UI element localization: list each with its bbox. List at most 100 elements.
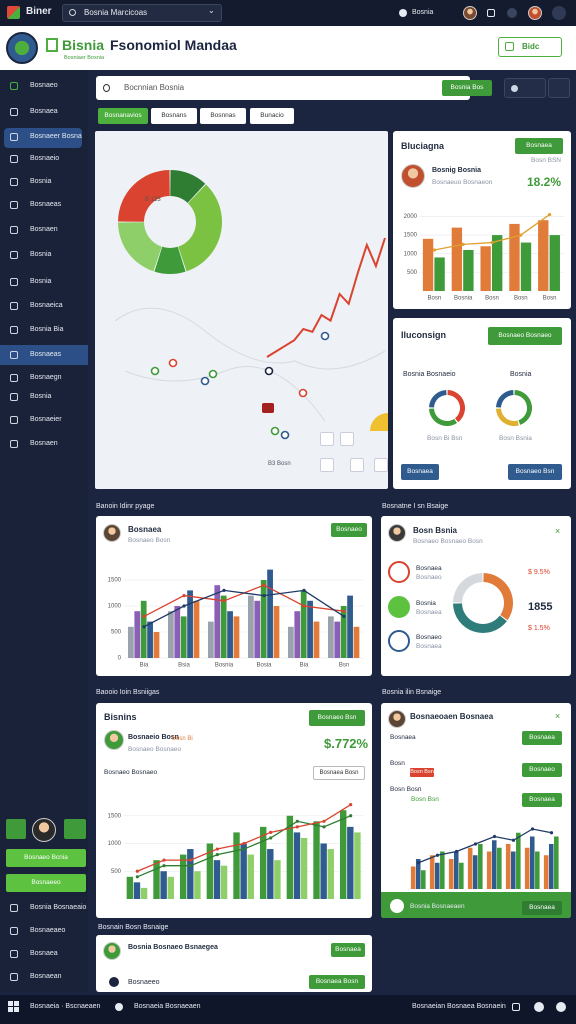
header-btn-label[interactable]: Bidc [522, 42, 540, 51]
avatar [32, 818, 56, 842]
card-title: Iluconsign [401, 330, 446, 340]
card-link: Bosn BSN [531, 157, 561, 164]
line-point [182, 604, 186, 608]
card-title: Bosn Bsnia [413, 526, 458, 535]
avatar [401, 164, 425, 188]
nav-item: Bosnia [30, 251, 52, 258]
line-point [511, 838, 516, 842]
bar [208, 621, 214, 658]
y-tick-label: 1000 [108, 841, 122, 847]
map-tool-btn[interactable] [320, 432, 334, 446]
card-btn[interactable]: Bosnaeo Bsn [508, 464, 562, 480]
y-tick-label: 1500 [108, 578, 122, 584]
row-label: Bosn [390, 760, 405, 767]
x-tick-label: Bosia [256, 663, 272, 669]
card-btn[interactable]: Bosnaea [522, 793, 562, 807]
side-btn[interactable] [64, 819, 86, 839]
card-btn[interactable]: Bosnaeo [522, 763, 562, 777]
card-title: Bosnaea [128, 525, 162, 534]
tab[interactable]: Bosnanavios [98, 108, 148, 124]
card-title: Bosnaeoaen Bosnaea [410, 712, 494, 721]
map-tool-btn[interactable] [320, 458, 334, 472]
x-tick-label: Bosn [543, 296, 557, 302]
card-title: Bisnins [104, 712, 137, 722]
search-input[interactable] [62, 4, 222, 22]
settings-btn[interactable] [548, 78, 570, 98]
chart [114, 237, 388, 440]
avatar [388, 710, 406, 728]
side-action-btn[interactable]: Bosnaeeo [6, 874, 86, 892]
line-point [519, 233, 523, 237]
search-btn[interactable]: Bosnia Bos [442, 80, 492, 96]
x-tick-label: Bosn [514, 296, 528, 302]
card-btn[interactable]: Bosnaea [331, 943, 365, 957]
header-btn[interactable] [498, 37, 562, 57]
line-point [269, 830, 273, 834]
tab[interactable]: Bosnans [151, 108, 197, 124]
tab[interactable]: Bunacio [250, 108, 294, 124]
header-logo [6, 32, 38, 64]
card [381, 516, 571, 676]
bar [180, 854, 187, 899]
nav-item: Bosnia Bosnaeaio [30, 904, 87, 911]
card-btn[interactable]: Bosnaeo Bsn [309, 710, 365, 726]
map-tool-btn[interactable] [350, 458, 364, 472]
side-action-btn[interactable]: Bosnaeo Bcnia [6, 849, 86, 867]
bar [300, 837, 308, 899]
line-point [302, 588, 306, 592]
bar [126, 876, 134, 899]
chart-label: Bosnaeo Bosnaeo [104, 769, 158, 776]
card-btn[interactable]: Bosnaea [515, 138, 563, 154]
bar [491, 840, 497, 889]
bar [288, 626, 294, 658]
card-btn[interactable]: Bosnaea [522, 731, 562, 745]
bar [240, 843, 247, 899]
bar [448, 859, 454, 889]
donut-segment [429, 408, 457, 426]
bar [160, 871, 167, 899]
section-title: Baooio Ioin Bsniigas [96, 689, 160, 696]
bar [327, 849, 334, 899]
line-point [262, 594, 266, 598]
line-point [549, 831, 554, 835]
header-btn-icon[interactable] [505, 42, 514, 51]
bar [220, 865, 228, 899]
bar [347, 595, 353, 658]
side-btn[interactable] [6, 819, 26, 839]
line-point [142, 625, 146, 629]
line-point [215, 853, 219, 857]
search-input[interactable] [96, 76, 470, 100]
line-point [262, 583, 266, 587]
tab[interactable]: Bosnnas [200, 108, 246, 124]
map-tool-btn[interactable] [374, 458, 388, 472]
map-tool-btn[interactable] [340, 432, 354, 446]
y-tick-label: 1500 [404, 233, 418, 239]
bar [453, 851, 459, 889]
nav-item: Bosnaeas [30, 201, 62, 208]
map-pin [168, 358, 178, 368]
card-btn[interactable]: Bosnaea [522, 901, 562, 915]
card-btn[interactable]: Bosnaeo Bosnaeo [488, 327, 562, 345]
y-tick-label: 500 [111, 630, 122, 636]
card-btn[interactable]: Bosnaea [401, 464, 439, 480]
line-point [349, 803, 353, 807]
kpi-value: $ 9.5% [528, 569, 550, 576]
avatar [463, 6, 477, 20]
card-btn[interactable]: Bosnaeo [331, 523, 367, 537]
donut-segment [118, 222, 162, 272]
bar [510, 851, 516, 889]
chart: 500 1000 1500 2000 Bosn Bosnia Bosn Bosn Bosn [404, 212, 564, 302]
filter-btn[interactable] [504, 78, 546, 98]
bar [260, 580, 267, 658]
y-tick-label: 1500 [108, 813, 122, 819]
icon [10, 416, 18, 424]
chart [453, 573, 513, 633]
bar [535, 851, 540, 889]
bar [480, 246, 491, 291]
line-point [295, 819, 299, 823]
bar [294, 611, 301, 658]
avatar [103, 942, 121, 960]
icon [10, 201, 18, 209]
card-btn[interactable]: Bosnaea Bosn [309, 975, 365, 989]
